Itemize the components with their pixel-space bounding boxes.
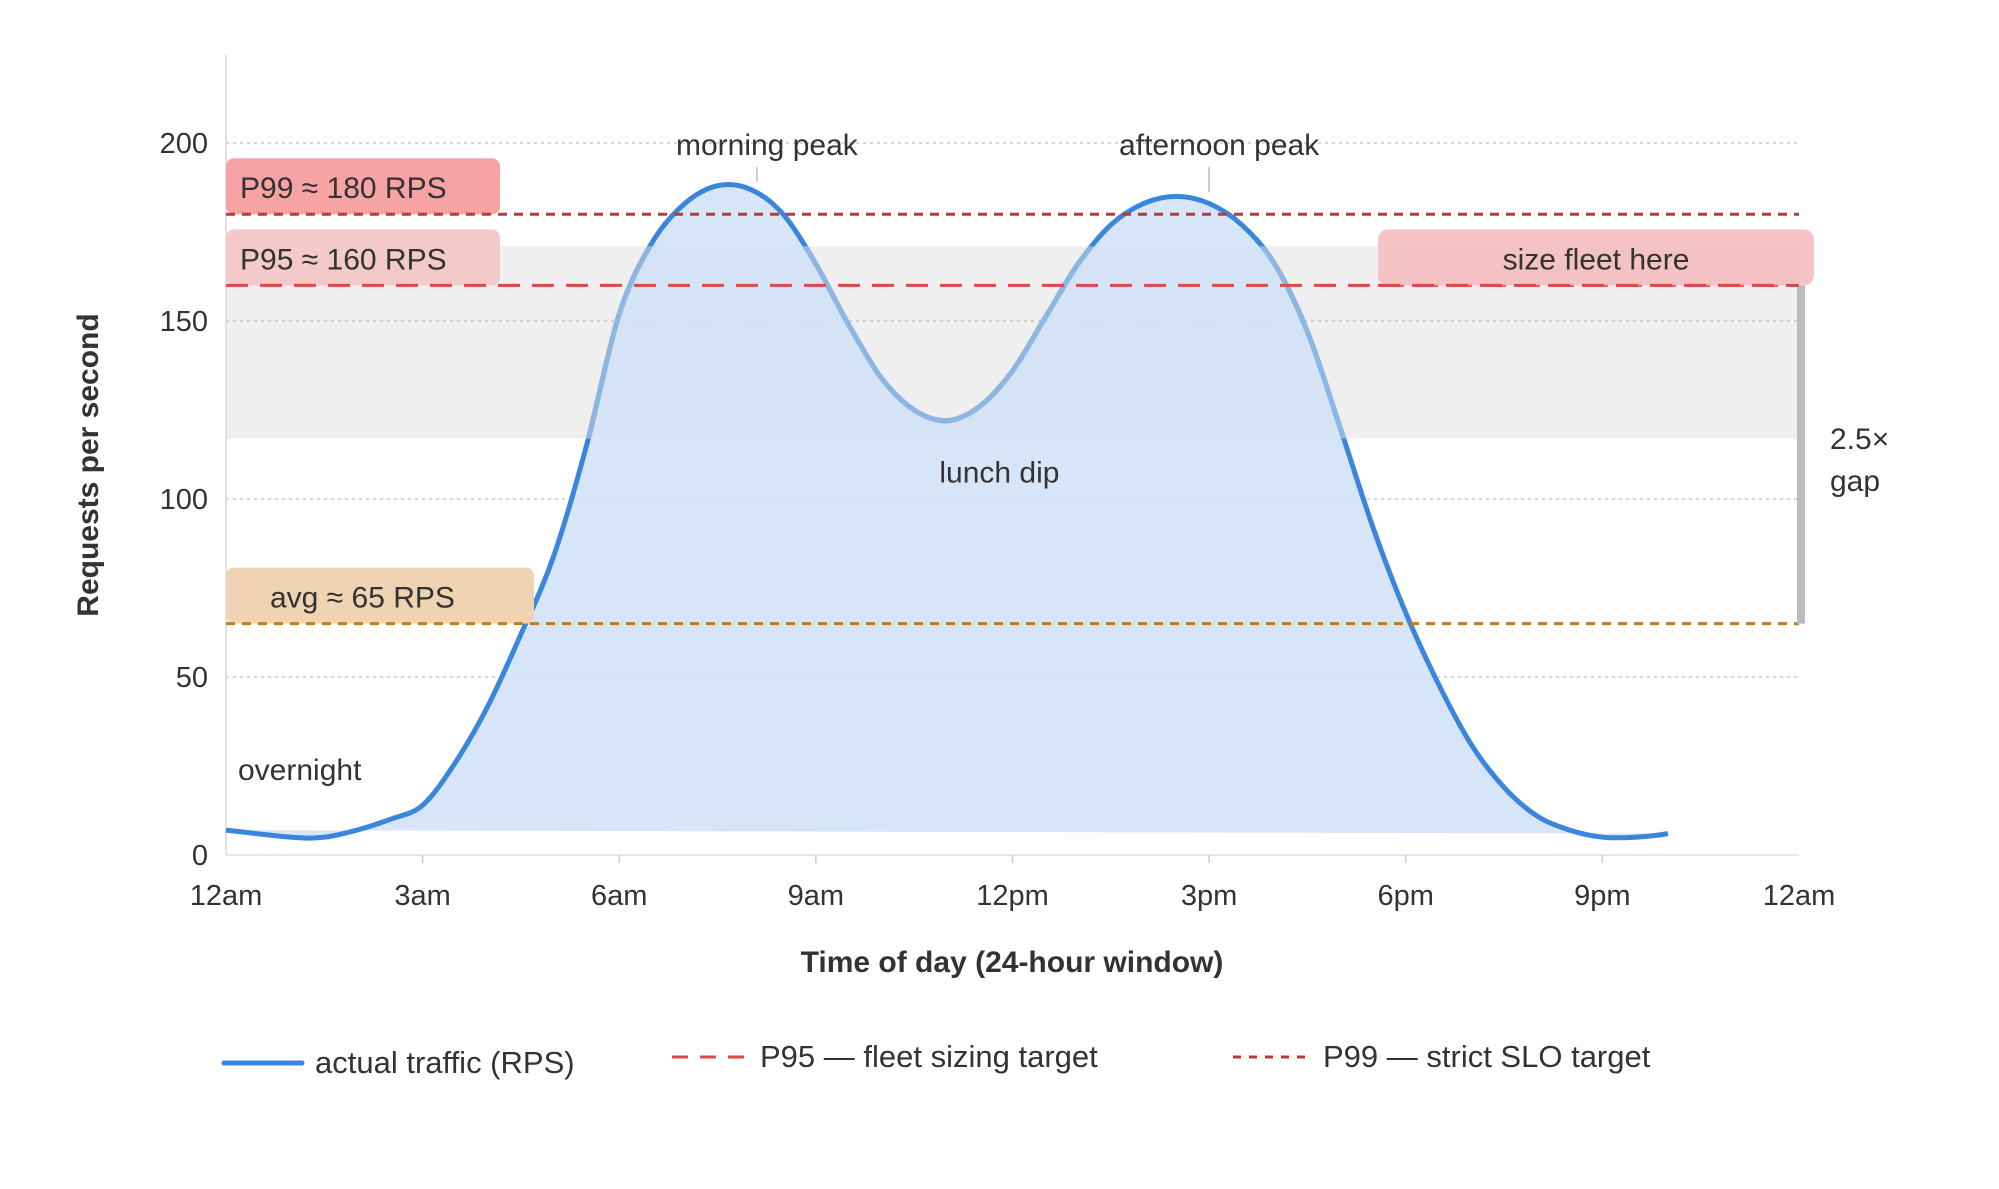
legend-label: P99 — strict SLO target	[1323, 1039, 1651, 1074]
x-tick-label: 12am	[190, 880, 263, 912]
x-tick-label: 3am	[394, 880, 450, 912]
ref-label-box	[226, 567, 534, 624]
y-tick-label: 150	[160, 306, 208, 338]
annotation-afternoon-peak: afternoon peak	[1119, 129, 1320, 162]
gap-marker: 2.5× gap	[1797, 285, 1889, 624]
gap-label-line2: gap	[1830, 465, 1880, 498]
legend-item: P95 — fleet sizing target	[672, 1039, 1098, 1074]
legend: actual traffic (RPS) P95 — fleet sizing t…	[221, 1039, 1651, 1080]
x-tick-label: 6am	[591, 880, 647, 912]
annotations: size fleet here morning peak afternoon pea…	[238, 129, 1814, 787]
size-fleet-label: size fleet here	[1503, 243, 1690, 276]
traffic-area	[226, 184, 1668, 839]
x-axis-title: Time of day (24-hour window)	[801, 946, 1224, 979]
traffic-line-band-highlight	[585, 246, 1347, 439]
reference-line-group: P99 ≈ 180 RPS	[226, 158, 1799, 216]
x-tick-label: 9am	[788, 880, 844, 912]
legend-item: actual traffic (RPS)	[221, 1045, 575, 1080]
x-axis-ticks: 12am 3am 6am 9am 12pm 3pm 6pm 9pm 12am	[190, 855, 1836, 912]
x-tick-label: 3pm	[1181, 880, 1237, 912]
y-tick-label: 200	[160, 128, 208, 160]
ref-label: P95 ≈ 160 RPS	[240, 243, 447, 276]
gap-label-line1: 2.5×	[1830, 423, 1889, 456]
legend-label: actual traffic (RPS)	[315, 1045, 575, 1080]
annotation-lunch-dip: lunch dip	[939, 457, 1059, 490]
y-axis-title: Requests per second	[72, 313, 105, 616]
x-tick-label: 12am	[1763, 880, 1836, 912]
x-tick-label: 6pm	[1378, 880, 1434, 912]
y-tick-label: 50	[176, 662, 208, 694]
ref-label: avg ≈ 65 RPS	[270, 582, 455, 615]
size-fleet-box	[1378, 229, 1814, 286]
x-tick-label: 12pm	[976, 880, 1049, 912]
ref-label-box	[226, 158, 500, 215]
legend-label: P95 — fleet sizing target	[760, 1039, 1098, 1074]
y-tick-label: 0	[192, 840, 208, 872]
traffic-series	[225, 182, 1669, 841]
annotation-morning-peak: morning peak	[676, 129, 859, 162]
ref-label: P99 ≈ 180 RPS	[240, 172, 447, 205]
legend-item: P99 — strict SLO target	[1233, 1039, 1651, 1074]
y-tick-label: 100	[160, 484, 208, 516]
annotation-overnight: overnight	[238, 754, 362, 787]
reference-line-group: avg ≈ 65 RPS	[226, 567, 1799, 626]
x-tick-label: 9pm	[1574, 880, 1630, 912]
y-axis-ticks: 0 50 100 150 200	[160, 128, 208, 872]
ref-label-box	[226, 229, 500, 286]
